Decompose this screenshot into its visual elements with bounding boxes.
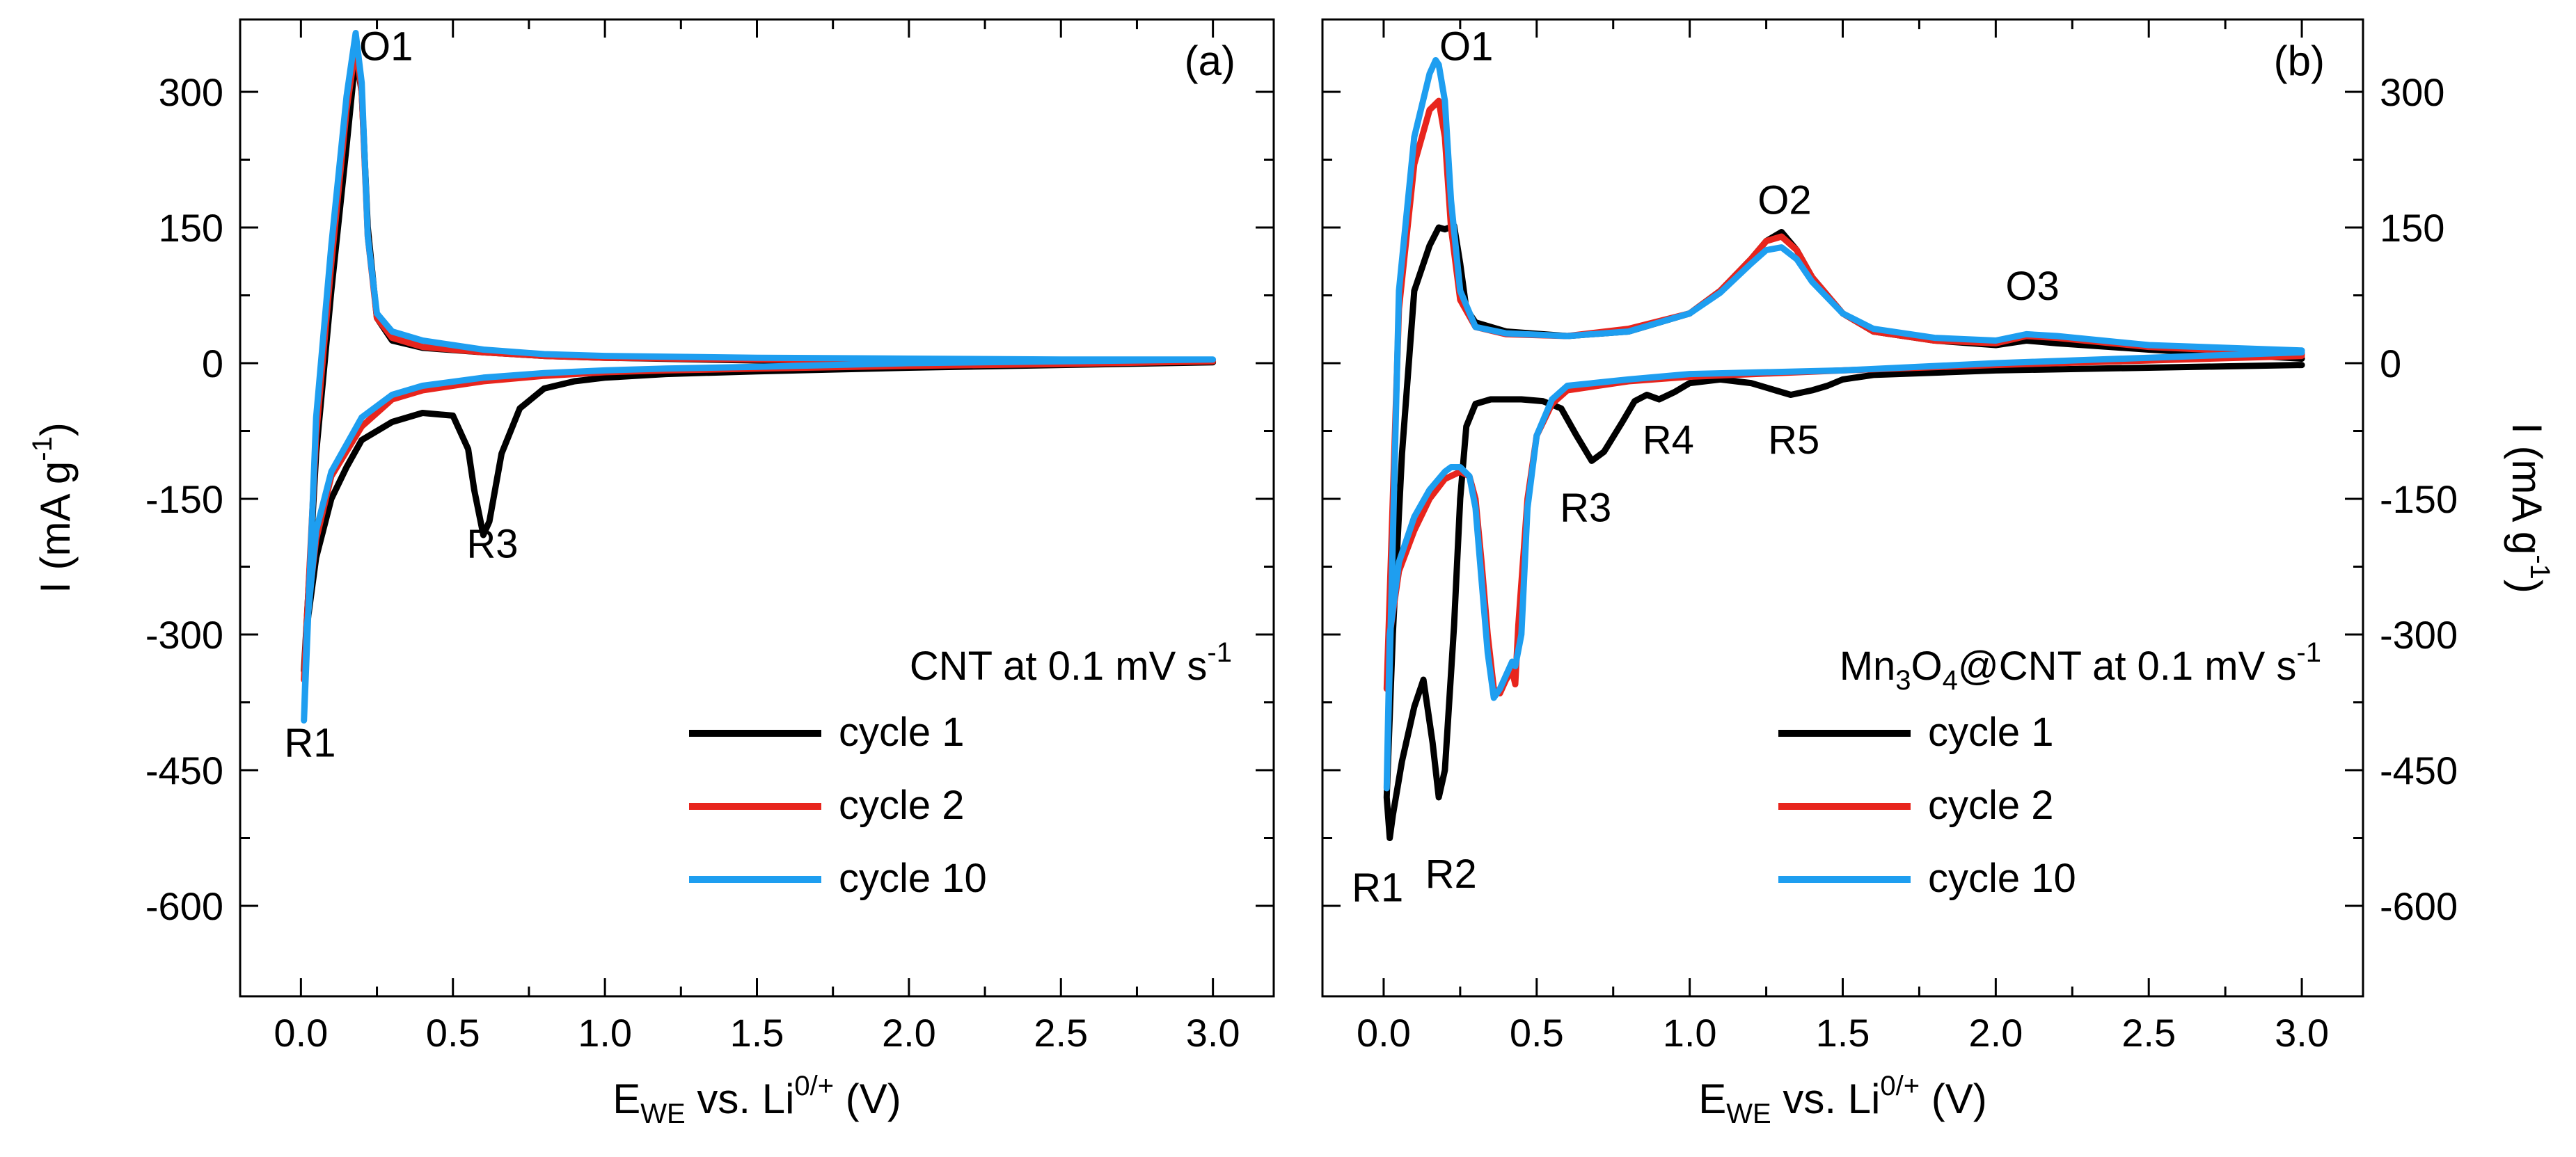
x-tick-label: 3.0: [1186, 1011, 1240, 1055]
annotation-R1: R1: [1352, 865, 1403, 911]
panel-tag: (a): [1185, 38, 1235, 84]
x-tick-label: 0.0: [274, 1011, 328, 1055]
annotation-O2: O2: [1757, 178, 1811, 223]
panel-b: 0.0 0.5 1.0 1.5 2.0 2.5 3.0 300 150 0 -150 -300 -450…: [1321, 18, 2555, 1129]
plot-frame: [239, 18, 1275, 998]
x-tick-label: 2.5: [2121, 1011, 2176, 1055]
y-tick-label: 300: [159, 70, 223, 114]
annotation-R4: R4: [1643, 417, 1694, 463]
x-tick-label: 0.5: [1510, 1011, 1564, 1055]
legend-label-cycle-10: cycle 10: [839, 856, 987, 901]
x-tick-label: 1.0: [578, 1011, 632, 1055]
annotation-R1: R1: [284, 721, 335, 766]
legend-label-cycle-2: cycle 2: [839, 783, 965, 828]
annotation-R3: R3: [466, 522, 518, 567]
annotation-O1: O1: [1439, 24, 1493, 70]
y-tick-label: -150: [145, 477, 223, 521]
y-axis-title: I (mA g-1): [2504, 422, 2555, 593]
y-tick-label: 150: [2380, 206, 2444, 250]
legend-label-cycle-10: cycle 10: [1928, 856, 2076, 901]
x-tick-label: 2.5: [1034, 1011, 1088, 1055]
annotation-O3: O3: [2005, 264, 2059, 309]
panel-tag: (b): [2274, 38, 2325, 84]
x-tick-label: 0.5: [426, 1011, 480, 1055]
x-tick-label: 2.0: [882, 1011, 936, 1055]
y-tick-label: -600: [2380, 884, 2458, 928]
legend-title: Mn3O4@CNT at 0.1 mV s-1: [1840, 637, 2321, 696]
annotation-R3: R3: [1560, 486, 1611, 531]
x-axis-title: EWE vs. Li0/+ (V): [1698, 1071, 1987, 1129]
x-axis-title: EWE vs. Li0/+ (V): [613, 1071, 901, 1129]
y-tick-label: -450: [2380, 749, 2458, 792]
x-tick-label: 3.0: [2275, 1011, 2329, 1055]
legend-label-cycle-1: cycle 1: [1928, 710, 2054, 755]
x-tick-label: 0.0: [1357, 1011, 1411, 1055]
panel-a: 0.0 0.5 1.0 1.5 2.0 2.5 3.0 300 150 0 -150 -300 -450…: [27, 18, 1275, 1129]
x-tick-label: 1.5: [1816, 1011, 1870, 1055]
y-tick-label: -150: [2380, 477, 2458, 521]
y-axis-title: I (mA g-1): [27, 422, 79, 593]
y-tick-label: -300: [2380, 613, 2458, 657]
annotation-R2: R2: [1425, 852, 1477, 897]
y-tick-label: 300: [2380, 70, 2444, 114]
y-tick-label: 0: [2380, 342, 2401, 385]
legend-title: CNT at 0.1 mV s-1: [910, 637, 1232, 689]
legend-label-cycle-1: cycle 1: [839, 710, 965, 755]
annotation-O1: O1: [359, 24, 413, 70]
series-line-cycle-10: [1383, 57, 2305, 792]
x-tick-label: 1.5: [730, 1011, 784, 1055]
x-tick-label: 2.0: [1968, 1011, 2023, 1055]
y-tick-label: -300: [145, 613, 223, 657]
y-tick-label: -600: [145, 884, 223, 928]
x-tick-label: 1.0: [1663, 1011, 1717, 1055]
annotation-R5: R5: [1768, 417, 1819, 463]
y-tick-label: 0: [202, 342, 223, 385]
legend-label-cycle-2: cycle 2: [1928, 783, 2054, 828]
y-tick-label: -450: [145, 749, 223, 792]
series-line-cycle-10: [301, 30, 1217, 724]
y-tick-label: 150: [159, 206, 223, 250]
